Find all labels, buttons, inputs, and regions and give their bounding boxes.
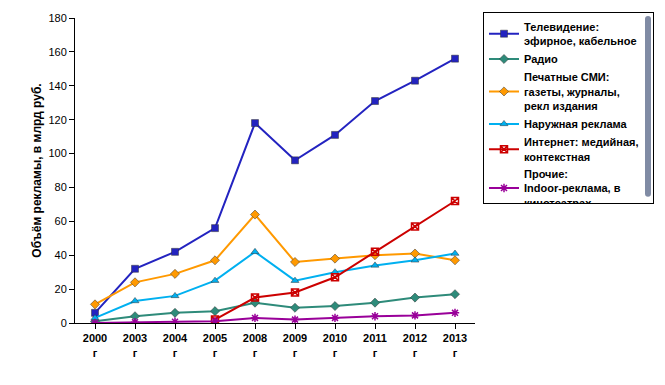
svg-text:Наружная реклама: Наружная реклама [524,118,627,130]
svg-text:2004г: 2004г [163,332,188,358]
svg-text:2000г: 2000г [83,332,107,358]
svg-text:60: 60 [55,215,67,227]
svg-text:180: 180 [48,12,66,24]
svg-text:2008г: 2008г [243,332,267,358]
svg-text:160: 160 [48,46,66,58]
svg-text:80: 80 [55,181,67,193]
svg-text:140: 140 [48,80,66,92]
svg-text:2012г: 2012г [403,332,427,358]
svg-text:2010г: 2010г [323,332,347,358]
svg-text:2005г: 2005г [203,332,227,358]
svg-text:0: 0 [61,317,67,329]
svg-text:Объём рекламы, в млрд руб.: Объём рекламы, в млрд руб. [30,83,44,257]
svg-text:20: 20 [55,283,67,295]
svg-text:Печатные СМИ:газеты, журналы,р: Печатные СМИ:газеты, журналы,рекл издани… [524,71,620,112]
svg-text:2009г: 2009г [283,332,307,358]
svg-text:120: 120 [48,114,66,126]
svg-text:2003г: 2003г [123,332,147,358]
svg-text:Телевидение:эфирное, кабельное: Телевидение:эфирное, кабельное [524,21,637,47]
svg-text:Радио: Радио [524,53,558,65]
svg-text:Прочие: Indoor-реклама, вкинот: Прочие: Indoor-реклама, вкинотеатрах [524,168,621,203]
svg-text:2013г: 2013г [443,332,467,358]
svg-text:Интернет: медийная,контекстная: Интернет: медийная,контекстная [524,136,639,162]
svg-text:100: 100 [48,147,66,159]
svg-text:2011г: 2011г [363,332,387,358]
svg-text:40: 40 [55,249,67,261]
